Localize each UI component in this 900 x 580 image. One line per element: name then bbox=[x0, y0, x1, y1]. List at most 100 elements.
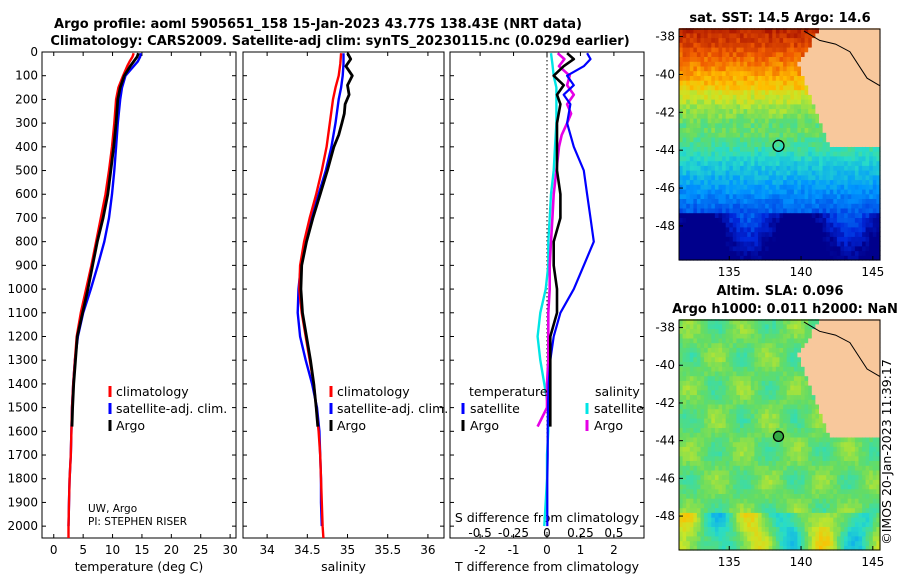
data-cell bbox=[804, 517, 809, 523]
data-cell bbox=[743, 441, 748, 447]
land-cell bbox=[811, 56, 816, 62]
land-cell bbox=[811, 51, 816, 57]
data-cell bbox=[732, 540, 737, 546]
data-cell bbox=[754, 47, 759, 53]
data-cell bbox=[761, 193, 766, 199]
data-cell bbox=[722, 521, 727, 527]
data-cell bbox=[804, 418, 809, 424]
data-cell bbox=[804, 184, 809, 190]
data-cell bbox=[765, 375, 770, 381]
data-cell bbox=[740, 146, 745, 152]
land-cell bbox=[865, 80, 870, 86]
data-cell bbox=[704, 146, 709, 152]
data-cell bbox=[768, 236, 773, 242]
data-cell bbox=[686, 361, 691, 367]
data-cell bbox=[765, 389, 770, 396]
land-cell bbox=[826, 61, 831, 67]
data-cell bbox=[736, 380, 741, 386]
data-cell bbox=[718, 141, 723, 147]
data-cell bbox=[718, 236, 723, 242]
data-cell bbox=[768, 333, 773, 339]
data-cell bbox=[779, 94, 784, 100]
data-cell bbox=[786, 56, 791, 62]
data-cell bbox=[707, 47, 712, 53]
data-cell bbox=[783, 47, 788, 53]
land-cell bbox=[822, 103, 827, 110]
data-cell bbox=[736, 146, 741, 152]
land-cell bbox=[822, 70, 827, 76]
data-cell bbox=[822, 531, 827, 537]
data-cell bbox=[826, 151, 831, 157]
data-cell bbox=[693, 193, 698, 199]
data-cell bbox=[822, 155, 827, 162]
data-cell bbox=[732, 160, 737, 166]
data-cell bbox=[743, 108, 748, 114]
data-cell bbox=[686, 37, 691, 43]
data-cell bbox=[718, 531, 723, 537]
data-cell bbox=[761, 198, 766, 204]
data-cell bbox=[754, 113, 759, 119]
data-cell bbox=[679, 535, 684, 542]
land-cell bbox=[862, 56, 867, 62]
data-cell bbox=[790, 113, 795, 119]
data-cell bbox=[682, 498, 687, 504]
data-cell bbox=[779, 241, 784, 247]
data-cell bbox=[722, 226, 727, 233]
data-cell bbox=[718, 545, 723, 551]
data-cell bbox=[775, 507, 781, 513]
data-cell bbox=[811, 479, 816, 485]
data-cell bbox=[754, 28, 759, 34]
land-cell bbox=[862, 65, 867, 72]
data-cell bbox=[804, 146, 809, 152]
data-cell bbox=[722, 70, 727, 76]
data-cell bbox=[736, 217, 741, 223]
data-cell bbox=[714, 356, 720, 363]
data-cell bbox=[729, 222, 734, 228]
data-cell bbox=[811, 545, 816, 551]
land-cell bbox=[815, 75, 820, 81]
data-cell bbox=[679, 361, 684, 367]
land-cell bbox=[829, 113, 834, 119]
data-cell bbox=[865, 203, 870, 209]
data-cell bbox=[740, 394, 745, 400]
data-cell bbox=[872, 231, 877, 237]
data-cell bbox=[768, 451, 773, 457]
data-cell bbox=[854, 146, 860, 152]
data-cell bbox=[707, 99, 712, 105]
data-cell bbox=[693, 502, 698, 509]
data-cell bbox=[679, 236, 684, 242]
data-cell bbox=[696, 141, 702, 147]
data-cell bbox=[815, 474, 820, 480]
data-cell bbox=[679, 141, 684, 147]
data-cell bbox=[854, 179, 860, 185]
data-cell bbox=[811, 484, 816, 490]
data-cell bbox=[775, 512, 781, 518]
land-cell bbox=[815, 352, 820, 358]
data-cell bbox=[729, 469, 734, 476]
data-cell bbox=[822, 189, 827, 195]
data-cell bbox=[790, 174, 795, 181]
data-cell bbox=[815, 479, 820, 485]
data-cell bbox=[711, 207, 716, 214]
data-cell bbox=[711, 446, 716, 452]
data-cell bbox=[797, 474, 802, 480]
data-cell bbox=[700, 545, 705, 551]
data-cell bbox=[801, 207, 806, 214]
data-cell bbox=[804, 113, 809, 119]
data-cell bbox=[707, 37, 712, 43]
data-cell bbox=[696, 80, 702, 86]
data-cell bbox=[696, 403, 702, 410]
data-cell bbox=[765, 226, 770, 233]
data-cell bbox=[693, 127, 698, 133]
data-cell bbox=[679, 521, 684, 527]
data-cell bbox=[797, 84, 802, 91]
data-cell bbox=[775, 32, 781, 39]
data-cell bbox=[758, 132, 763, 138]
land-cell bbox=[876, 61, 881, 67]
data-cell bbox=[765, 469, 770, 476]
data-cell bbox=[700, 94, 705, 100]
data-cell bbox=[783, 236, 788, 242]
data-cell bbox=[851, 255, 856, 261]
data-cell bbox=[865, 198, 870, 204]
data-cell bbox=[872, 226, 877, 233]
